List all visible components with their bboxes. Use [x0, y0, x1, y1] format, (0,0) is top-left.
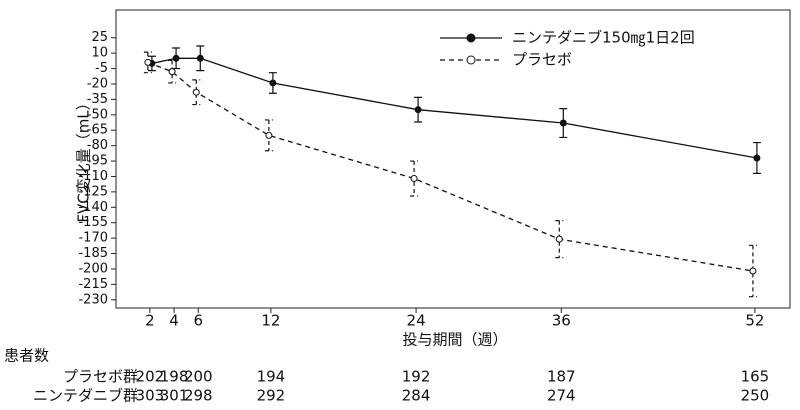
x-tick-label: 36: [552, 312, 571, 330]
at-risk-count: 187: [547, 368, 576, 386]
at-risk-count: 303: [136, 387, 165, 405]
at-risk-count: 250: [741, 387, 770, 405]
legend-marker: [466, 33, 476, 43]
x-tick-label: 12: [261, 312, 280, 330]
legend-marker: [466, 55, 476, 65]
point: [753, 154, 761, 162]
at-risk-count: 298: [184, 387, 213, 405]
legend-label: プラセボ: [512, 51, 572, 69]
y-tick-label: -170: [78, 231, 108, 246]
error-bar: [748, 244, 757, 298]
at-risk-title: 患者数: [4, 347, 49, 365]
y-tick-label: 25: [91, 30, 108, 45]
at-risk-count: 274: [547, 387, 576, 405]
x-tick-label: 24: [407, 312, 426, 330]
y-tick-label: -125: [78, 184, 108, 199]
series-line: [151, 57, 758, 159]
at-risk-count: 202: [136, 368, 165, 386]
point: [410, 175, 418, 183]
y-tick-label: -185: [78, 246, 108, 261]
at-risk-count: 192: [402, 368, 431, 386]
y-tick-label: -110: [78, 169, 108, 184]
x-tick-label: 2: [145, 312, 155, 330]
at-risk-count: 284: [402, 387, 431, 405]
at-risk-count: 194: [257, 368, 286, 386]
x-axis-label: 投与期間（週）: [402, 331, 507, 349]
x-tick-label: 6: [194, 312, 204, 330]
at-risk-count: 301: [160, 387, 189, 405]
at-risk-count: 200: [184, 368, 213, 386]
point: [414, 106, 422, 114]
error-bar: [192, 79, 201, 106]
y-tick-label: -65: [87, 123, 108, 138]
y-tick-label: -50: [87, 107, 108, 122]
point: [269, 79, 277, 87]
y-tick-label: -95: [87, 154, 108, 169]
at-risk-count: 165: [741, 368, 770, 386]
point: [168, 68, 176, 76]
point: [265, 131, 273, 139]
error-bar: [168, 59, 177, 84]
at-risk-label: プラセボ群: [63, 368, 138, 386]
y-tick-label: -35: [87, 92, 108, 107]
point: [196, 54, 204, 62]
y-tick-label: -155: [78, 215, 108, 230]
y-tick-label: -80: [87, 138, 108, 153]
y-tick-label: 10: [91, 46, 108, 61]
point: [555, 235, 563, 243]
series-line: [147, 61, 754, 272]
error-bar: [555, 220, 564, 259]
y-tick-label: -5: [95, 61, 108, 76]
point: [192, 88, 200, 96]
point: [144, 58, 152, 66]
y-tick-label: -20: [87, 76, 108, 91]
point: [559, 119, 567, 127]
y-tick-label: -200: [78, 261, 108, 276]
at-risk-label: ニンテダニブ群: [33, 387, 138, 405]
y-tick-label: -230: [78, 292, 108, 307]
plot-frame: [115, 9, 791, 309]
point: [172, 54, 180, 62]
y-axis-label: FVC変化量（mL）: [75, 95, 93, 222]
x-tick-label: 4: [169, 312, 179, 330]
at-risk-count: 198: [160, 368, 189, 386]
y-tick-label: -215: [78, 277, 108, 292]
at-risk-count: 292: [257, 387, 286, 405]
point: [749, 267, 757, 275]
legend-label: ニンテダニブ150㎎1日2回: [512, 29, 695, 47]
y-tick-label: -140: [78, 200, 108, 215]
x-tick-label: 52: [745, 312, 764, 330]
